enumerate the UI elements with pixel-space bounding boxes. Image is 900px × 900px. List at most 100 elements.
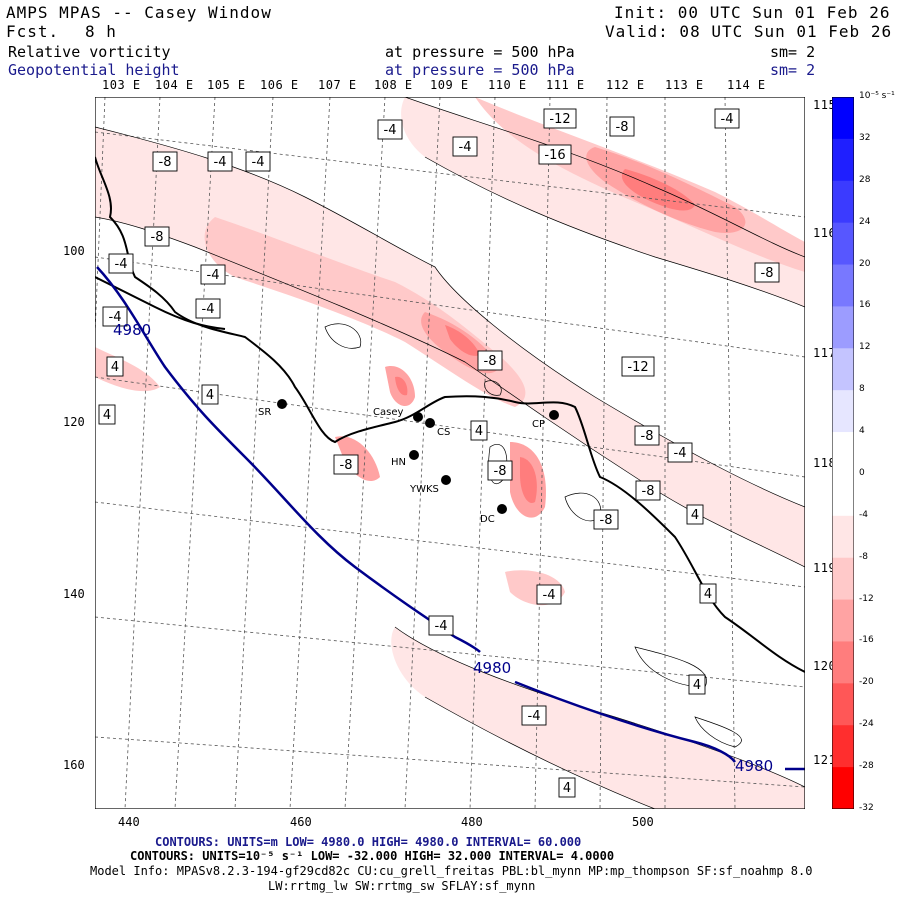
contour-label: -8 bbox=[642, 484, 655, 499]
contour-label-box bbox=[152, 151, 178, 172]
colorbar-tick-label: -32 bbox=[859, 803, 874, 813]
contour-label: -4 bbox=[543, 588, 556, 603]
colorbar-segment bbox=[832, 683, 854, 726]
contour-label-box bbox=[686, 504, 704, 525]
lon-label-top: 106 E bbox=[260, 78, 299, 92]
contour-label: 4 bbox=[563, 781, 571, 796]
colorbar-tick-label: -28 bbox=[859, 761, 874, 772]
colorbar-tick-label: 12 bbox=[859, 342, 871, 353]
vorticity-core-central-2 bbox=[445, 325, 480, 356]
station-label-cs: CS bbox=[437, 427, 450, 438]
station-dot[interactable] bbox=[413, 412, 423, 422]
contour-label-box bbox=[667, 442, 693, 463]
station-dot[interactable] bbox=[425, 418, 435, 428]
vorticity-core-dc-2 bbox=[520, 457, 537, 503]
contour-label-box bbox=[428, 615, 454, 636]
contour-label: -12 bbox=[549, 112, 570, 127]
colorbar-tick-label: -16 bbox=[859, 635, 874, 646]
contour-label: -8 bbox=[340, 458, 353, 473]
vorticity-band-ne bbox=[401, 97, 805, 307]
colorbar-segment bbox=[832, 599, 854, 642]
contour-label-box bbox=[477, 350, 503, 371]
colorbar-segment bbox=[832, 432, 854, 475]
contour-label: -8 bbox=[616, 120, 629, 135]
lon-label-top: 110 E bbox=[488, 78, 527, 92]
contour-labels: -4 -4 -8 -4 -4 -12 -8 -4 -16 -8 -4 -4 -4 -4 4 -8 -12 4 4 4 -… bbox=[98, 108, 780, 798]
forecast-label: Fcst. bbox=[6, 22, 60, 41]
station-dot[interactable] bbox=[441, 475, 451, 485]
field1-pressure: at pressure = 500 hPa bbox=[385, 43, 575, 61]
height-contour-4980 bbox=[96, 266, 481, 653]
contour-label-box bbox=[102, 306, 128, 327]
lon-label-top: 108 E bbox=[374, 78, 413, 92]
colorbar-segment bbox=[832, 390, 854, 433]
contour-label-box bbox=[452, 136, 478, 157]
colorbar-segment bbox=[832, 348, 854, 391]
contour-label-box bbox=[245, 151, 271, 172]
plot-title: AMPS MPAS -- Casey Window bbox=[6, 3, 272, 22]
colorbar-tick-label: 0 bbox=[859, 467, 865, 478]
contour-label-box bbox=[621, 356, 655, 377]
lon-label-top: 104 E bbox=[155, 78, 194, 92]
colorbar-segment bbox=[832, 138, 854, 182]
contour-label: -8 bbox=[151, 230, 164, 245]
contour-label-box bbox=[635, 480, 661, 501]
valid-time: Valid: 08 UTC Sun 01 Feb 26 bbox=[605, 22, 893, 41]
lon-label-top: 109 E bbox=[430, 78, 469, 92]
contour-label: 4 bbox=[704, 587, 712, 602]
contour-label: 4 bbox=[206, 388, 214, 403]
contour-label-box bbox=[699, 583, 717, 604]
colorbar bbox=[832, 97, 854, 809]
footer-vorticity-contours: CONTOURS: UNITS=10⁻⁵ s⁻¹ LOW= -32.000 HI… bbox=[130, 849, 615, 863]
colorbar-units: 10⁻⁵ s⁻¹ bbox=[859, 91, 895, 101]
station-dot[interactable] bbox=[409, 450, 419, 460]
contour-label-box bbox=[538, 144, 572, 165]
contour-label-box bbox=[714, 108, 740, 129]
colorbar-segment bbox=[832, 515, 854, 559]
field1-smoothing: sm= 2 bbox=[770, 43, 816, 61]
contour-label: -8 bbox=[484, 354, 497, 369]
contour-label-box bbox=[536, 584, 562, 605]
colorbar-segment bbox=[832, 725, 854, 768]
station-dot[interactable] bbox=[277, 399, 287, 409]
height-contour-4980-east bbox=[514, 680, 737, 763]
forecast-value: 8 h bbox=[85, 22, 117, 41]
colorbar-tick-label: -8 bbox=[859, 551, 868, 562]
colorbar-tick-label: 24 bbox=[859, 216, 871, 227]
colorbar-tick-label: 28 bbox=[859, 174, 871, 185]
contour-label: -8 bbox=[159, 155, 172, 170]
contour-label: -4 bbox=[721, 112, 734, 127]
colorbar-segment bbox=[832, 180, 854, 224]
height-label: 4980 bbox=[735, 757, 773, 775]
lon-label-top: 103 E bbox=[102, 78, 141, 92]
graticule bbox=[95, 97, 805, 809]
colorbar-tick-label: 4 bbox=[859, 426, 865, 437]
colorbar-segment bbox=[832, 641, 854, 684]
y-tick-label: 140 bbox=[63, 587, 85, 601]
station-label-hn: HN bbox=[391, 457, 406, 468]
contour-label: -4 bbox=[459, 140, 472, 155]
station-dot[interactable] bbox=[497, 504, 507, 514]
contour-label: -4 bbox=[207, 268, 220, 283]
contour-label: -4 bbox=[384, 123, 397, 138]
y-tick-label: 100 bbox=[63, 244, 85, 258]
contour-label: 4 bbox=[475, 424, 483, 439]
contour-label: 4 bbox=[103, 408, 111, 423]
contour-label-box bbox=[195, 298, 221, 319]
lon-label-top: 113 E bbox=[665, 78, 704, 92]
vorticity-band-south bbox=[391, 627, 805, 809]
lon-label-top: 114 E bbox=[727, 78, 766, 92]
y-tick-label: 160 bbox=[63, 758, 85, 772]
station-dot[interactable] bbox=[549, 410, 559, 420]
contour-label-box bbox=[108, 253, 134, 274]
height-label: 4980 bbox=[473, 659, 511, 677]
colorbar-tick-label: -20 bbox=[859, 677, 874, 688]
field2-name: Geopotential height bbox=[8, 61, 180, 79]
contour-label: -4 bbox=[202, 302, 215, 317]
field2-pressure: at pressure = 500 hPa bbox=[385, 61, 575, 79]
contour-label-box bbox=[470, 420, 488, 441]
colorbar-tick-label: -12 bbox=[859, 593, 874, 604]
colorbar-segment bbox=[832, 767, 854, 809]
colorbar-segment bbox=[832, 222, 854, 266]
lon-label-top: 111 E bbox=[546, 78, 585, 92]
